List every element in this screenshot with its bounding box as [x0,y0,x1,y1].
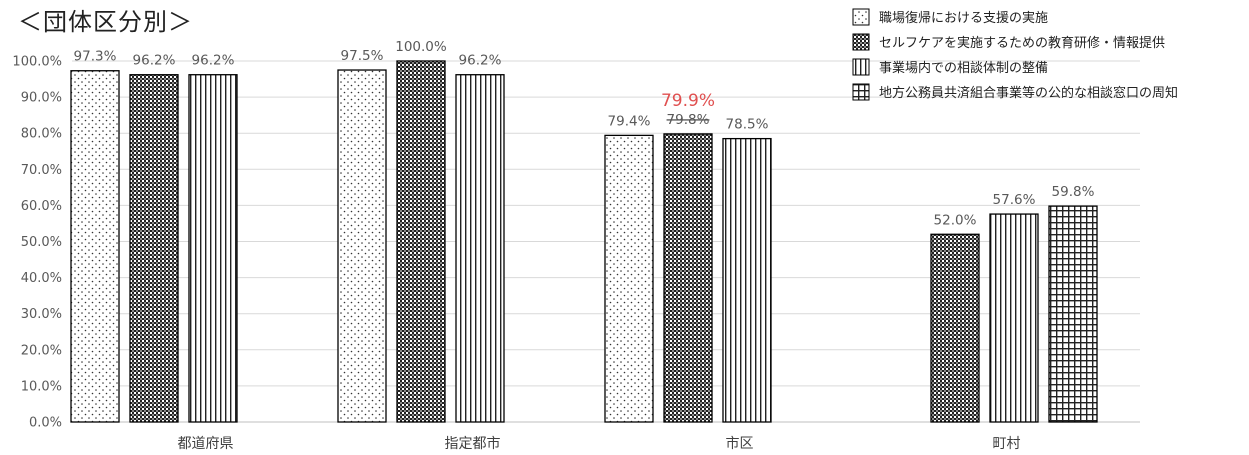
y-tick-label: 40.0% [21,271,62,286]
x-tick-label: 市区 [726,435,754,452]
legend-label: 職場復帰における支援の実施 [879,10,1048,26]
data-label: 59.8% [1052,184,1095,200]
chart-title: ＜団体区分別＞ [18,8,193,36]
y-tick-label: 20.0% [21,343,62,358]
data-label: 78.5% [726,117,769,133]
bar [604,134,654,423]
bar [722,137,772,423]
legend-swatch [852,33,870,51]
data-label: 96.2% [192,53,235,69]
bar [989,213,1039,423]
legend-label: 地方公務員共済組合事業等の公的な相談窓口の周知 [879,85,1178,101]
y-tick-label: 90.0% [21,91,62,106]
bar [337,69,387,423]
data-label: 97.3% [74,49,117,65]
bar [930,233,980,423]
data-label: 100.0% [395,39,447,55]
y-tick-label: 30.0% [21,307,62,322]
bar [455,74,505,423]
legend-swatch [852,8,870,26]
bar [188,74,238,423]
y-tick-label: 70.0% [21,163,62,178]
y-tick-label: 60.0% [21,199,62,214]
legend-label: 事業場内での相談体制の整備 [879,60,1048,76]
bar [663,133,713,423]
bar [1048,205,1098,423]
data-label: 79.8% [667,112,710,128]
y-tick-label: 80.0% [21,127,62,142]
annotation-label: 79.9% [661,91,715,111]
x-tick-label: 指定都市 [445,435,501,452]
bar [129,74,179,423]
x-tick-label: 町村 [993,436,1021,452]
data-label: 52.0% [934,212,977,228]
legend-swatch [852,58,870,76]
data-label: 96.2% [459,53,502,69]
y-tick-label: 100.0% [12,55,62,70]
y-tick-label: 10.0% [21,379,62,394]
data-label: 97.5% [341,48,384,64]
data-label: 96.2% [133,53,176,69]
y-tick-label: 0.0% [29,416,62,431]
bar [70,70,120,423]
bar [396,60,446,423]
legend-label: セルフケアを実施するための教育研修・情報提供 [879,35,1165,51]
legend-swatch [852,83,870,101]
x-tick-label: 都道府県 [178,436,234,452]
y-tick-label: 50.0% [21,235,62,250]
data-label: 79.4% [608,113,651,129]
data-label: 57.6% [993,192,1036,208]
